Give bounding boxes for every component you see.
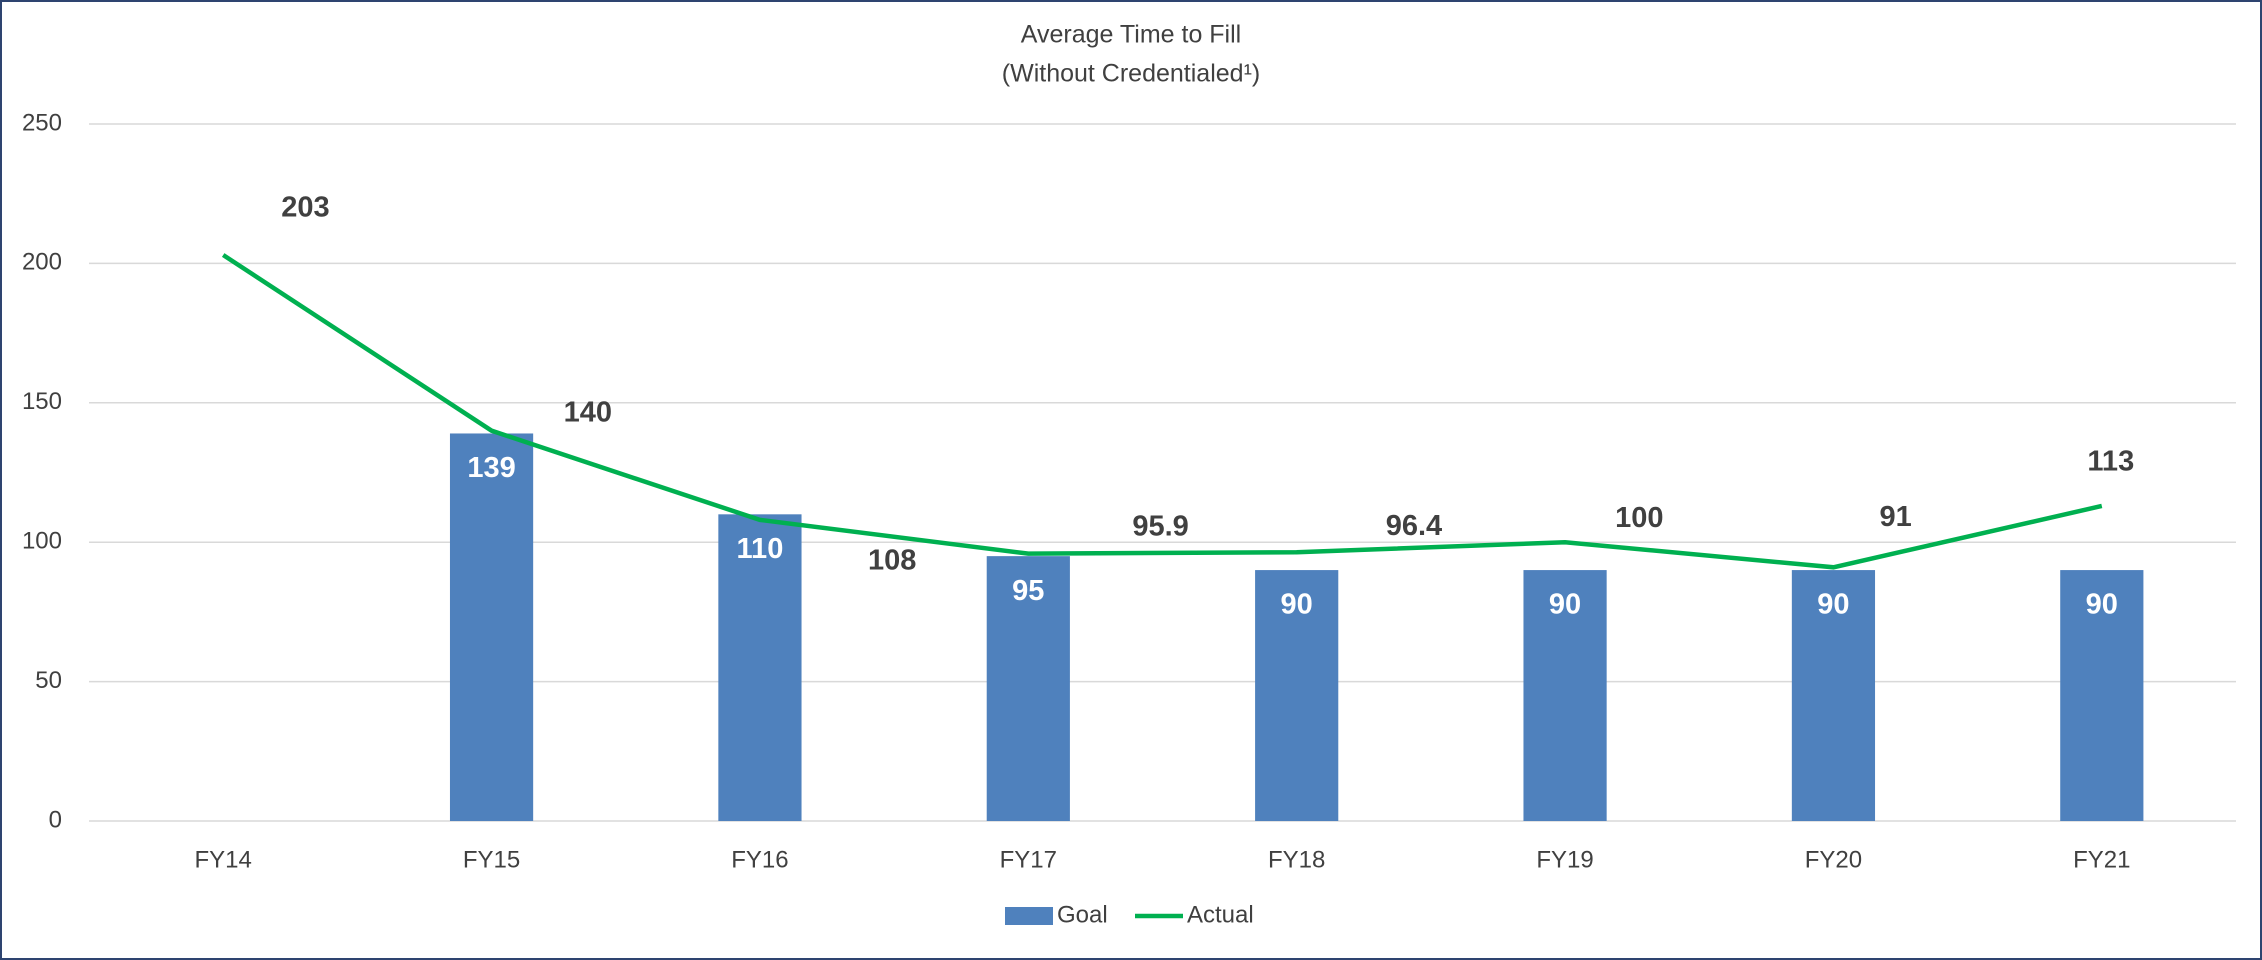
x-tick-label: FY20 [1805, 846, 1862, 873]
x-tick-label: FY21 [2073, 846, 2130, 873]
line [221, 253, 2103, 570]
bar [449, 433, 534, 821]
bar [1791, 570, 1876, 821]
bar [718, 514, 802, 821]
line-label: 108 [868, 545, 916, 577]
line-label: 95.9 [1132, 510, 1188, 542]
chart-subtitle: (Without Credentialed¹) [1002, 60, 1260, 88]
y-tick-label: 250 [22, 109, 62, 136]
x-tick-label: FY17 [1000, 846, 1057, 873]
legend-label: Goal [1057, 901, 1108, 928]
bar [1255, 570, 1339, 821]
line-label: 91 [1879, 501, 1911, 533]
chart-title: Average Time to Fill [1021, 21, 1241, 49]
line-label: 96.4 [1386, 510, 1442, 542]
x-tick-label: FY16 [731, 846, 788, 873]
legend-label: Actual [1187, 901, 1254, 928]
y-tick-label: 200 [22, 249, 62, 276]
bar-label: 90 [1817, 589, 1849, 621]
bar-label: 110 [737, 533, 784, 565]
line-label: 113 [2087, 446, 2134, 478]
x-tick-label: FY19 [1536, 846, 1593, 873]
x-tick-label: FY15 [463, 846, 520, 873]
line-label: 100 [1615, 502, 1663, 534]
bar [1523, 570, 1607, 821]
bar-label: 139 [467, 452, 515, 484]
bar [986, 556, 1070, 821]
y-tick-label: 100 [22, 528, 62, 555]
bar-label: 90 [1281, 589, 1313, 621]
x-tick-label: FY14 [195, 846, 252, 873]
bar-label: 90 [1549, 589, 1581, 621]
y-tick-label: 0 [49, 806, 62, 833]
y-tick-label: 150 [22, 388, 62, 415]
y-tick-label: 50 [35, 667, 62, 694]
bar [2060, 570, 2144, 821]
bar-label: 95 [1012, 575, 1044, 607]
line-label: 203 [281, 192, 329, 224]
bar-label: 90 [2086, 589, 2118, 621]
legend-swatch [1005, 907, 1053, 925]
line-label: 140 [564, 396, 612, 428]
x-tick-label: FY18 [1268, 846, 1325, 873]
